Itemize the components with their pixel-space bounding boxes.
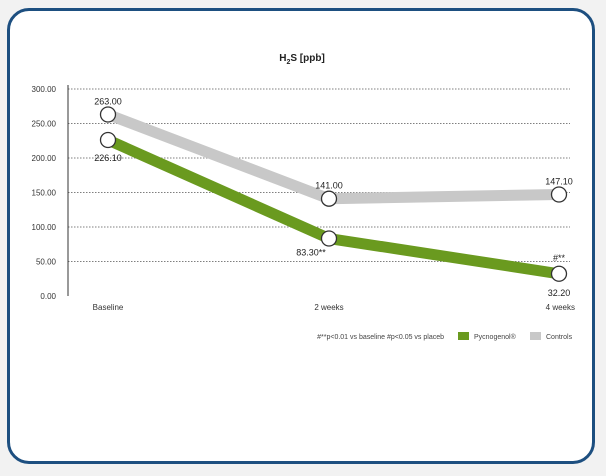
footnote: #**p<0.01 vs baseline #p<0.05 vs placeb xyxy=(317,334,444,341)
data-label: 147.10 xyxy=(545,177,573,187)
data-label: 83.30** xyxy=(296,248,326,258)
data-labels: 263.00 141.00 147.10 226.10 83.30** 32.20 #** xyxy=(94,97,573,298)
data-label: 226.10 xyxy=(94,153,122,163)
data-point xyxy=(550,265,568,282)
legend: #**p<0.01 vs baseline #p<0.05 vs placeb P… xyxy=(317,332,573,341)
series-line-pycnogenol xyxy=(102,134,565,280)
y-tick-label: 250.00 xyxy=(32,120,57,129)
data-point xyxy=(320,230,338,247)
series-group xyxy=(99,106,568,282)
y-tick-label: 300.00 xyxy=(32,85,57,94)
data-label: 141.00 xyxy=(315,181,343,191)
chart-title: H2S [ppb] xyxy=(279,53,325,66)
legend-swatch xyxy=(530,332,541,340)
y-tick-label: 200.00 xyxy=(32,154,57,163)
x-tick-label: 2 weeks xyxy=(314,303,343,312)
y-tick-label: 0.00 xyxy=(40,292,56,301)
significance-annotation: #** xyxy=(553,253,566,263)
chart-card xyxy=(7,8,595,464)
y-tick-label: 150.00 xyxy=(32,189,57,198)
data-point xyxy=(99,131,117,149)
data-point xyxy=(550,186,568,203)
y-tick-label: 100.00 xyxy=(32,223,57,232)
data-point xyxy=(320,190,338,207)
y-axis: 0.00 50.00 100.00 150.00 200.00 250.00 300.00 xyxy=(32,85,69,301)
legend-label: Pycnogenol® xyxy=(474,333,517,341)
legend-swatch xyxy=(458,332,469,340)
data-label: 263.00 xyxy=(94,97,122,107)
data-point xyxy=(99,106,117,123)
y-tick-label: 50.00 xyxy=(36,258,57,267)
x-tick-label: 4 weeks xyxy=(546,303,575,312)
x-tick-label: Baseline xyxy=(93,303,124,312)
data-label: 32.20 xyxy=(548,288,571,298)
legend-label: Controls xyxy=(546,334,573,341)
x-axis: Baseline 2 weeks 4 weeks xyxy=(93,303,575,312)
